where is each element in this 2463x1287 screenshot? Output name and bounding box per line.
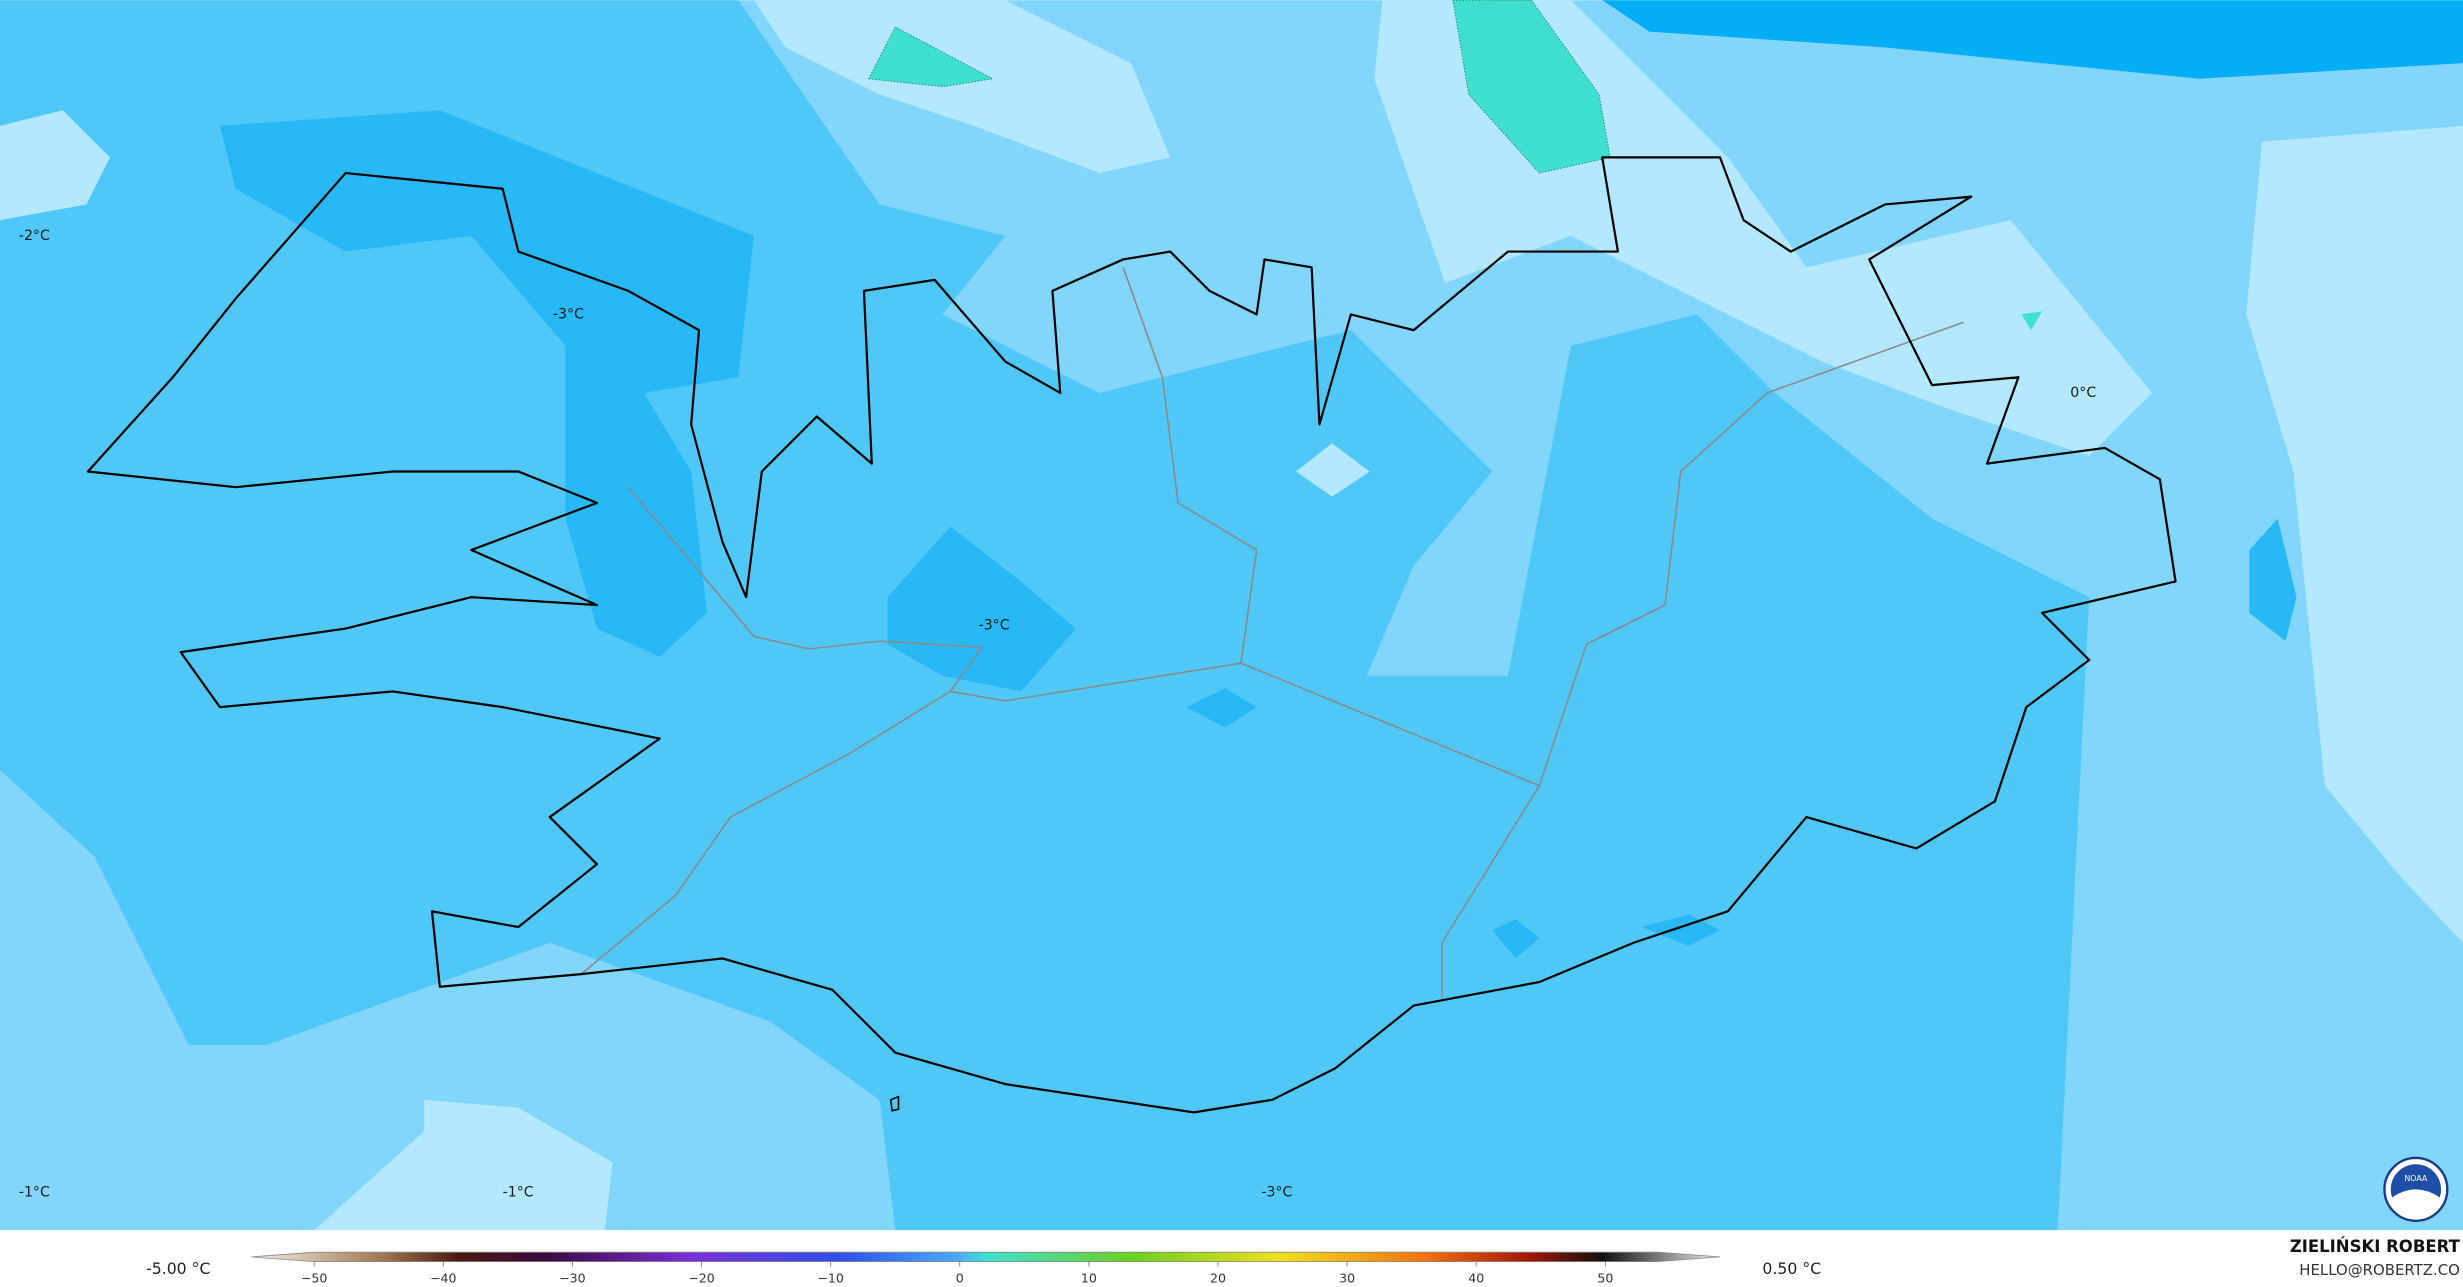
colorbar-tick-label: −20 xyxy=(688,1270,714,1285)
colorbar-tick-label: 40 xyxy=(1468,1270,1484,1285)
contour-light xyxy=(1295,443,1370,497)
temperature-label: -3°C xyxy=(553,306,584,322)
colorbar-tick-label: 10 xyxy=(1081,1270,1097,1285)
contour-teal xyxy=(2021,311,2043,331)
credit-email: HELLO@ROBERTZ.CO xyxy=(2299,1261,2460,1279)
contour-dark xyxy=(1641,914,1721,946)
contour-dark xyxy=(2249,518,2297,642)
border-line xyxy=(580,690,951,975)
temperature-label: -1°C xyxy=(503,1184,534,1200)
temperature-label: -3°C xyxy=(1261,1184,1292,1200)
credit-name: ZIELIŃSKI ROBERT xyxy=(2290,1237,2461,1256)
logo-text: NOAA xyxy=(2404,1174,2427,1183)
contour-teal xyxy=(867,26,995,88)
contour-darkest xyxy=(1602,0,2463,79)
contour-light xyxy=(314,1099,613,1231)
border-line xyxy=(627,267,1258,702)
map-labels: -2°C -3°C -3°C 0°C -1°C -1°C -3°C xyxy=(19,228,2097,1201)
colorbar-tick-label: 50 xyxy=(1597,1270,1613,1285)
colorbar-tick-label: 0 xyxy=(956,1270,964,1285)
temperature-label: 0°C xyxy=(2070,385,2096,401)
contour-light xyxy=(0,110,110,221)
colorbar xyxy=(251,1251,1721,1262)
colorbar-tick-label: 20 xyxy=(1210,1270,1226,1285)
island xyxy=(889,1095,900,1112)
legend-max: 0.50 °C xyxy=(1762,1259,1821,1278)
temperature-label: -2°C xyxy=(19,228,50,244)
colorbar-tick-label: −40 xyxy=(430,1270,456,1285)
colorbar-tick-label: −30 xyxy=(559,1270,585,1285)
colorbar-ticks: −50 −40 −30 −20 −10 0 10 20 30 40 50 xyxy=(301,1261,1613,1285)
contour-dark xyxy=(219,110,754,657)
colorbar-tick-label: −10 xyxy=(817,1270,843,1285)
contours xyxy=(0,0,2463,1231)
border-line xyxy=(1441,785,1541,998)
contour-dark xyxy=(887,526,1076,692)
contour-light xyxy=(753,0,1171,174)
noaa-logo: NOAA xyxy=(2383,1156,2449,1222)
colorbar-tick-label: −50 xyxy=(301,1270,327,1285)
colorbar-tick-label: 30 xyxy=(1339,1270,1355,1285)
contour-light xyxy=(2246,125,2463,943)
temperature-label: -3°C xyxy=(979,617,1010,633)
temperature-label: -1°C xyxy=(19,1184,50,1200)
iceland-coastline xyxy=(86,156,2177,1114)
legend-min: -5.00 °C xyxy=(146,1259,210,1278)
contour-dark xyxy=(1185,688,1257,728)
contour-dark xyxy=(1492,919,1540,959)
region-borders xyxy=(580,267,1964,998)
logo-wave xyxy=(2392,1189,2440,1217)
